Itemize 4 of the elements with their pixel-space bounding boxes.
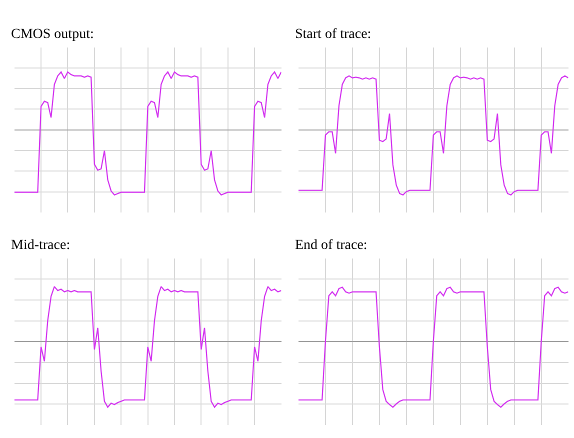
chart-title: CMOS output: [11, 27, 94, 42]
chart-title: End of trace: [295, 238, 368, 253]
chart-title: Start of trace: [295, 27, 372, 42]
chart-title: Mid-trace: [11, 238, 70, 253]
